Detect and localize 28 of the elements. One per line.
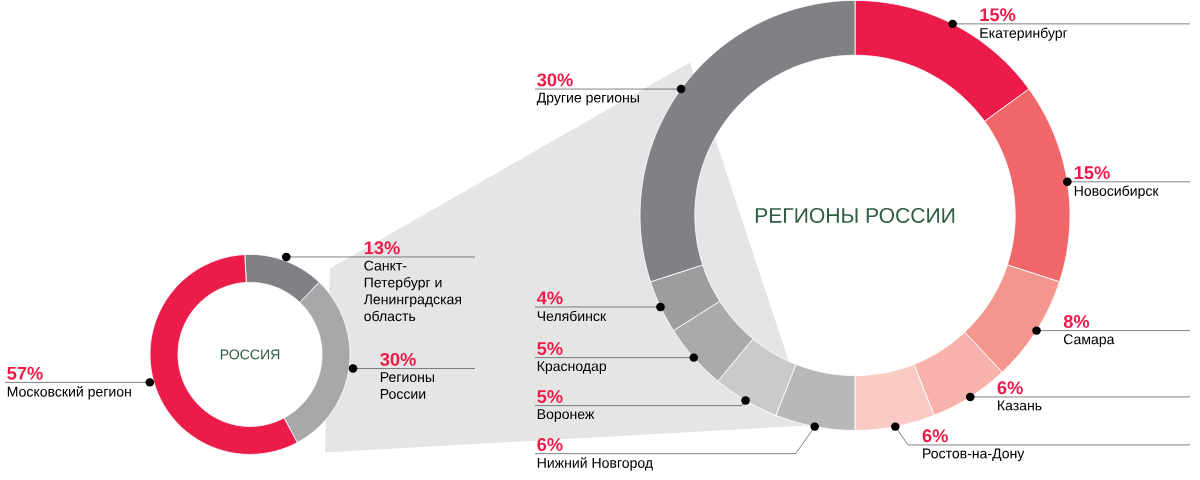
slice-label: Ростов-на-Дону bbox=[923, 448, 1025, 462]
text: РЕГИОНЫ РОССИИ bbox=[755, 207, 955, 223]
data-label: 6% bbox=[537, 437, 563, 451]
slice-label: Челябинск bbox=[537, 310, 607, 321]
data-label: 5% bbox=[537, 341, 563, 355]
data-label: 5% bbox=[537, 389, 563, 403]
slice-label: Регионы России bbox=[380, 372, 435, 399]
slice-label: Казань bbox=[998, 400, 1042, 411]
data-label: 30% bbox=[380, 352, 416, 366]
data-label: 6% bbox=[997, 381, 1023, 395]
slice-label: Московский регион bbox=[7, 385, 131, 400]
data-label: 57% bbox=[7, 366, 43, 380]
data-label: 13% bbox=[364, 241, 400, 255]
slice-label: Екатеринбург bbox=[980, 27, 1068, 41]
data-label: 6% bbox=[922, 429, 948, 443]
slice-label: Краснодар bbox=[537, 361, 607, 374]
slice-label: Нижний Новгород bbox=[537, 457, 653, 471]
slice-label: Другие регионы bbox=[536, 92, 639, 106]
slice-label: Санкт-Петербург и Ленинградская область bbox=[363, 260, 462, 321]
slice-label: Самара bbox=[1063, 334, 1115, 347]
data-label: 8% bbox=[1063, 314, 1090, 328]
slice-label: Воронеж bbox=[537, 409, 595, 422]
data-label: 15% bbox=[980, 8, 1016, 21]
text: РОССИЯ bbox=[220, 349, 280, 360]
data-label: 30% bbox=[537, 73, 573, 87]
data-label: 15% bbox=[1074, 165, 1110, 179]
slice-label: Новосибирск bbox=[1074, 185, 1159, 199]
data-label: 4% bbox=[536, 291, 563, 305]
